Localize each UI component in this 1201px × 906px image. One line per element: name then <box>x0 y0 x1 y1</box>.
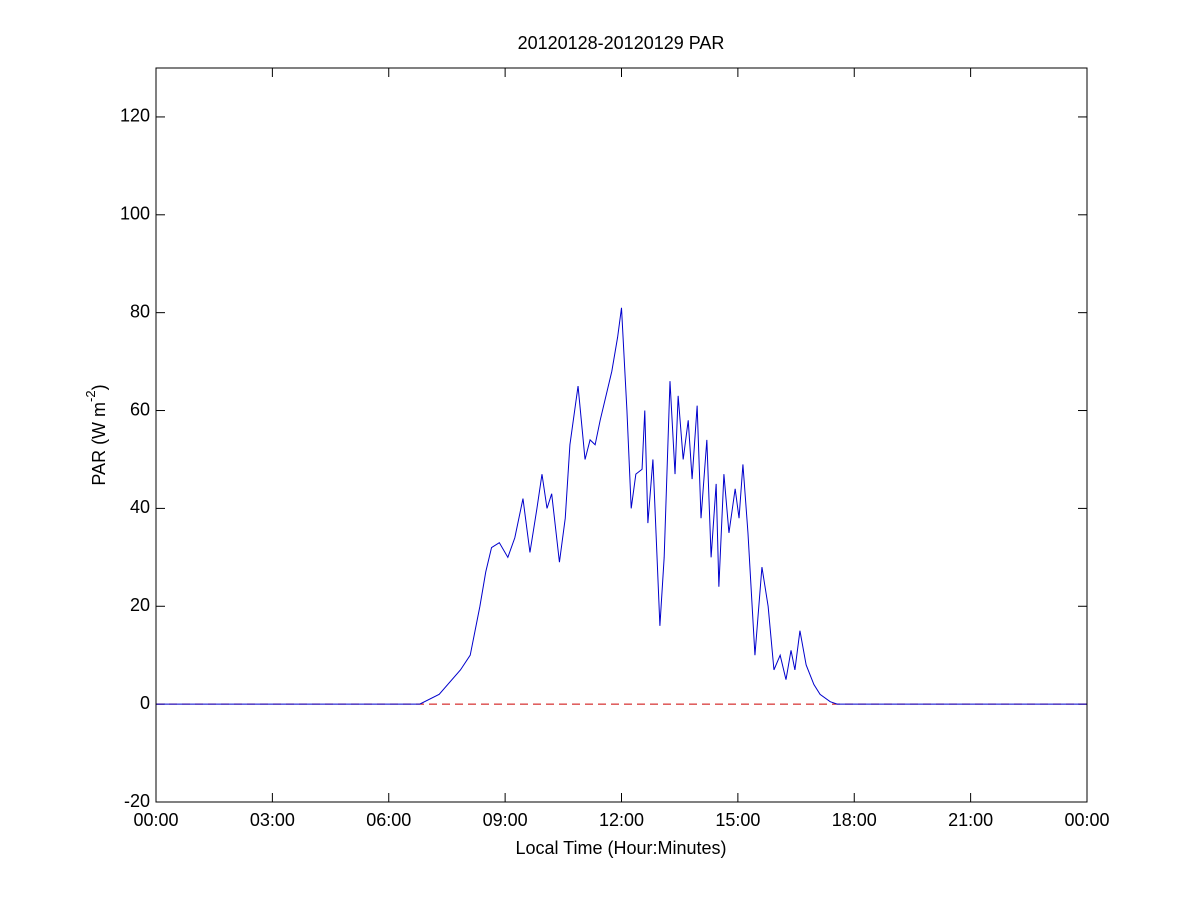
x-tick-label: 18:00 <box>832 810 877 830</box>
data-line <box>156 307 1087 705</box>
x-tick-label: 12:00 <box>599 810 644 830</box>
y-tick-label: 80 <box>130 301 150 321</box>
y-tick-label: 40 <box>130 497 150 517</box>
y-label-part: PAR (W m <box>89 402 109 486</box>
y-tick-label: 100 <box>120 204 150 224</box>
x-tick-label: 00:00 <box>1064 810 1109 830</box>
x-tick-label: 09:00 <box>483 810 528 830</box>
y-label-sup: -2 <box>83 390 98 402</box>
y-tick-label: 20 <box>130 595 150 615</box>
y-tick-label: 120 <box>120 106 150 126</box>
x-tick-label: 00:00 <box>133 810 178 830</box>
y-label-part: ) <box>89 384 109 390</box>
x-axis-label: Local Time (Hour:Minutes) <box>515 838 726 858</box>
y-tick-label: 0 <box>140 693 150 713</box>
plot-frame <box>155 67 1088 803</box>
chart-title: 20120128-20120129 PAR <box>518 33 725 53</box>
x-tick-label: 03:00 <box>250 810 295 830</box>
y-axis-label: PAR (W m-2) <box>83 384 108 485</box>
y-tick-label: -20 <box>124 791 150 811</box>
x-tick-label: 06:00 <box>366 810 411 830</box>
x-tick-label: 15:00 <box>715 810 760 830</box>
x-tick-label: 21:00 <box>948 810 993 830</box>
y-tick-label: 60 <box>130 399 150 419</box>
